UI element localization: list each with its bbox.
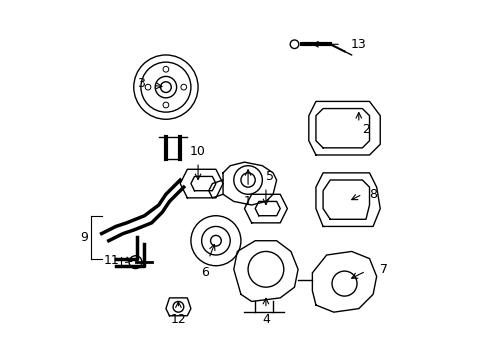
Text: 12: 12	[170, 313, 186, 326]
Circle shape	[160, 82, 171, 93]
Text: 5: 5	[265, 170, 273, 183]
Text: 9: 9	[80, 231, 87, 244]
Text: 7: 7	[379, 263, 387, 276]
Text: 8: 8	[368, 188, 376, 201]
Text: 11: 11	[103, 254, 119, 267]
Text: 6: 6	[201, 266, 209, 279]
Text: 1: 1	[244, 195, 251, 208]
Text: 4: 4	[262, 313, 269, 326]
Circle shape	[290, 40, 298, 49]
Text: 2: 2	[361, 123, 369, 136]
Text: 10: 10	[190, 145, 205, 158]
Text: 13: 13	[350, 38, 366, 51]
Text: 3: 3	[137, 77, 144, 90]
